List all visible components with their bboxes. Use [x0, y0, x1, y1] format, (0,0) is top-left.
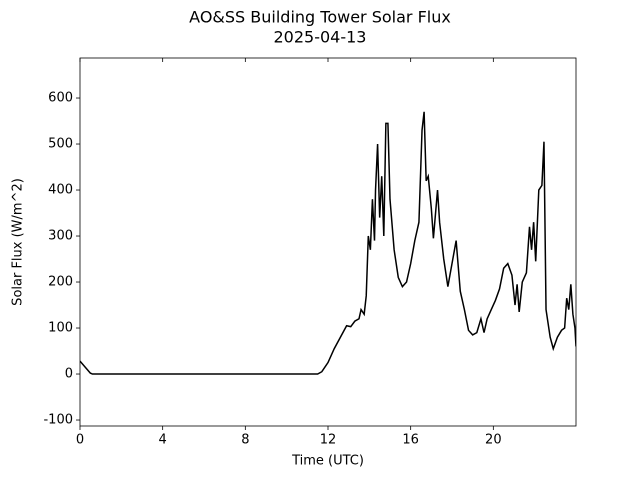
y-tick-label: -100 [43, 413, 73, 428]
y-tick-label: 500 [48, 137, 73, 152]
chart-title: AO&SS Building Tower Solar Flux [189, 8, 451, 27]
y-tick-label: 400 [48, 183, 73, 198]
plot-frame [79, 57, 577, 427]
x-tick-label: 12 [320, 433, 337, 448]
x-tick-label: 0 [76, 433, 84, 448]
y-tick-label: 300 [48, 229, 73, 244]
y-tick-label: 100 [48, 321, 73, 336]
y-tick-label: 0 [65, 367, 73, 382]
data-line [80, 111, 576, 375]
x-axis-label: Time (UTC) [291, 454, 364, 469]
x-tick-label: 16 [402, 433, 419, 448]
y-tick-label: 200 [48, 275, 73, 290]
chart-subtitle: 2025-04-13 [274, 28, 367, 47]
x-tick-label: 4 [159, 433, 167, 448]
y-axis-label: Solar Flux (W/m^2) [11, 178, 26, 306]
x-tick-label: 8 [241, 433, 249, 448]
x-tick-label: 20 [485, 433, 502, 448]
y-tick-label: 600 [48, 91, 73, 106]
